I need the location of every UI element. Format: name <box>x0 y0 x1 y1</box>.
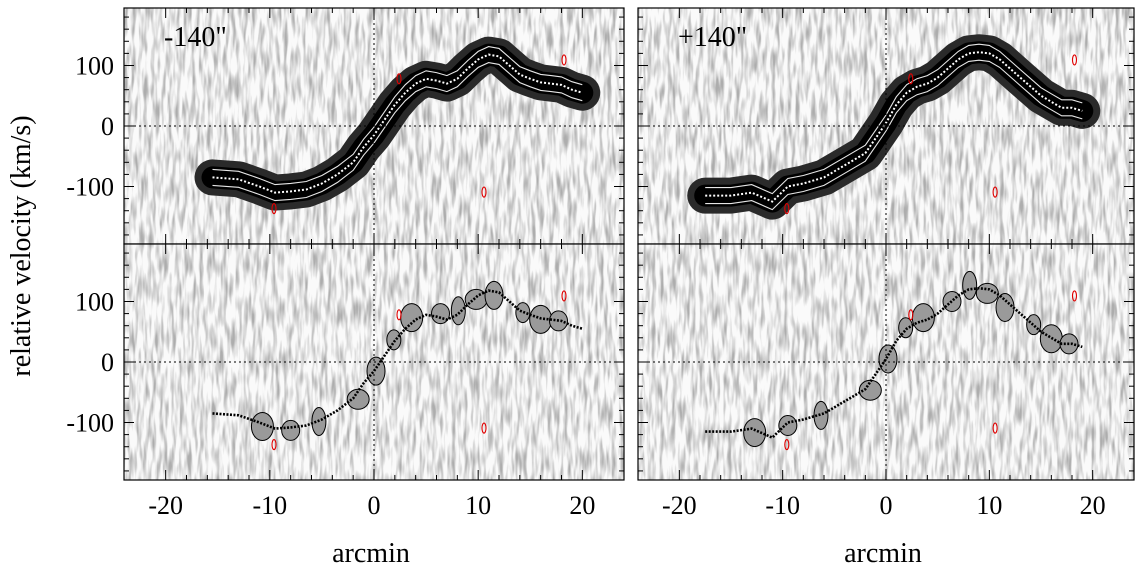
panel-bottom-right: -20 -10 0 10 20 arcmin <box>637 243 1135 569</box>
residual-blob <box>484 280 504 310</box>
residual-blob <box>450 296 466 326</box>
x-tick-label: 10 <box>976 491 1002 520</box>
panel-label: +140" <box>678 22 747 53</box>
negative-contour <box>561 54 567 66</box>
panel-label: -140" <box>164 22 227 53</box>
x-tick-label: 10 <box>465 491 491 520</box>
rotation-curve <box>705 286 1083 440</box>
y-tick-label: 0 <box>101 348 114 377</box>
inner-contour-upper <box>705 43 1083 195</box>
x-tick-label: -10 <box>765 491 800 520</box>
x-tick-label: -20 <box>662 491 697 520</box>
y-tick-label: 0 <box>101 112 114 141</box>
x-tick-label: -10 <box>252 491 287 520</box>
negative-contour <box>908 73 914 85</box>
negative-contour <box>271 439 277 451</box>
negative-contour <box>784 203 790 215</box>
x-axis-title: arcmin <box>332 538 410 569</box>
rotation-curve <box>705 51 1083 203</box>
residual-blob <box>464 288 488 310</box>
y-tick-label: 100 <box>75 287 114 316</box>
rotation-curve <box>212 289 583 430</box>
negative-contour <box>481 186 487 198</box>
residual-blob <box>281 419 301 441</box>
x-tick-label: 0 <box>880 491 893 520</box>
residual-blob <box>386 329 402 351</box>
residual-blob <box>515 302 531 324</box>
x-axis-title: arcmin <box>844 538 922 569</box>
ticks <box>124 8 624 244</box>
panel-frame <box>637 243 1135 481</box>
inner-contour-lower <box>212 62 583 202</box>
ticks <box>124 244 624 480</box>
residual-blob <box>995 293 1015 323</box>
y-tick-label: -100 <box>66 409 114 438</box>
y-tick-label: 100 <box>75 51 114 80</box>
panel-top-left: -100 0 100 -140" <box>66 7 625 245</box>
residual-blob <box>898 317 914 339</box>
x-tick-label: 20 <box>1080 491 1106 520</box>
residual-blob <box>250 412 274 442</box>
negative-contour <box>481 422 487 434</box>
residual-blob <box>813 400 829 430</box>
residual-blob <box>878 344 898 374</box>
y-axis-title: relative velocity (km/s) <box>6 115 37 376</box>
residual-blob <box>1026 314 1042 336</box>
ticks <box>638 8 1134 244</box>
residual-blob <box>962 270 978 300</box>
ticks <box>638 244 1134 480</box>
residual-blob <box>911 303 935 333</box>
panel-top-right: +140" <box>637 7 1135 245</box>
negative-contour <box>908 309 914 321</box>
negative-contour <box>1071 54 1078 66</box>
residual-blob <box>778 415 798 437</box>
residual-blob <box>366 356 386 386</box>
panel-frame <box>123 243 625 481</box>
rotation-curve <box>212 53 583 194</box>
negative-contour <box>784 439 790 451</box>
negative-contour <box>561 290 567 302</box>
negative-contour <box>396 309 402 321</box>
y-tick-label: -100 <box>66 173 114 202</box>
x-tick-label: 20 <box>569 491 595 520</box>
negative-contour <box>992 422 998 434</box>
negative-contour <box>992 186 998 198</box>
residual-blob <box>431 303 450 325</box>
negative-contour <box>1071 290 1078 302</box>
negative-contour <box>271 203 277 215</box>
negative-contour <box>396 73 402 85</box>
inner-contour-upper <box>212 46 583 186</box>
inner-contour-lower <box>705 59 1083 211</box>
x-tick-label: -20 <box>148 491 183 520</box>
x-tick-label: 0 <box>368 491 381 520</box>
residual-blob <box>743 418 767 448</box>
